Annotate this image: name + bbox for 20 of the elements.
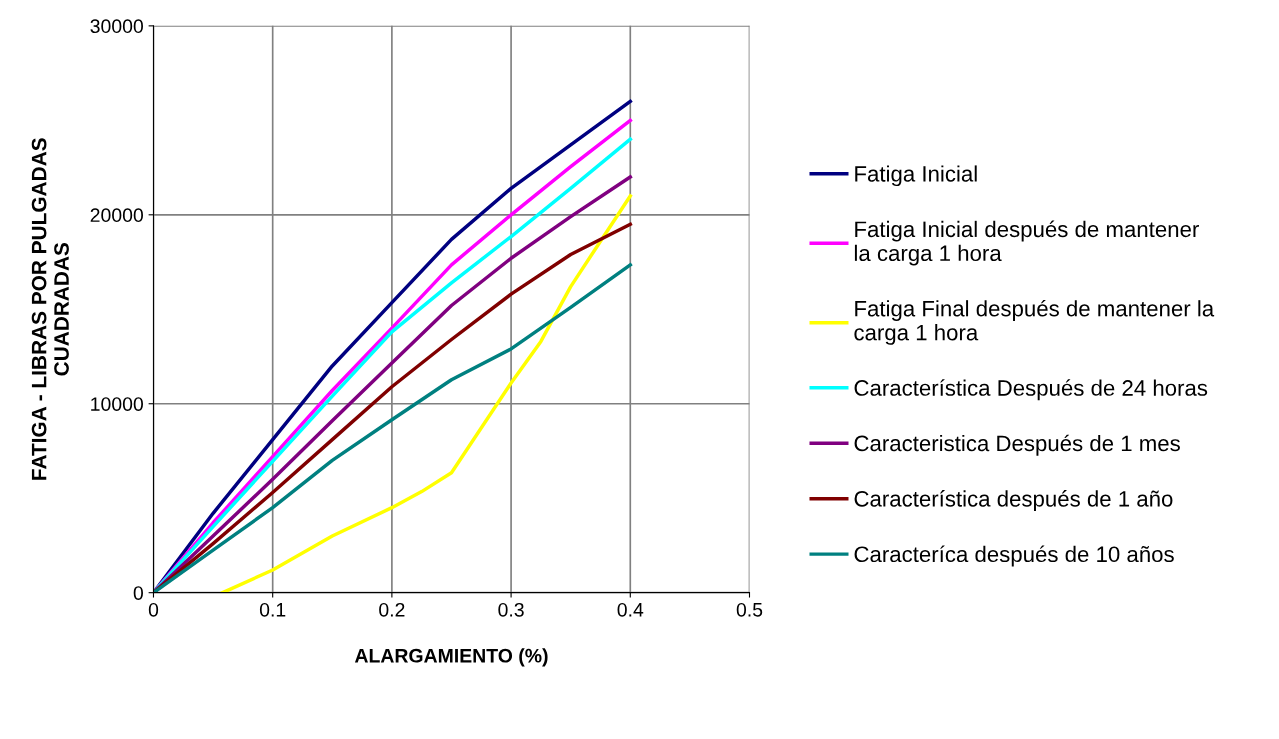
x-tick-label: 0: [148, 602, 159, 617]
y-tick-label: 20000: [90, 208, 143, 223]
x-tick-label: 0.1: [259, 602, 286, 617]
x-axis-title: ALARGAMIENTO (%): [354, 648, 548, 667]
x-tick-label: 0.2: [379, 602, 405, 617]
legend-label: Fatiga Inicial: [855, 165, 977, 187]
legend-label: Fatiga Inicial después de mantener la carga 1 hora: [854, 220, 1199, 266]
legend-label: Fatiga Final después de mantener la carga 1 hora: [854, 299, 1215, 345]
legend-label: Característica después de 1 año: [854, 490, 1173, 512]
x-tick-label: 0.3: [498, 602, 524, 617]
y-axis-title: FATIGA - LIBRAS POR PULGADAS CUADRADAS: [31, 138, 69, 480]
y-tick-label: 30000: [90, 19, 143, 34]
y-tick-label: 10000: [91, 397, 143, 411]
legend-label: Caracteristica Después de 1 mes: [854, 434, 1180, 456]
y-tick-label: 0: [133, 586, 143, 600]
line-series: [220, 194, 633, 593]
x-tick-label: 0.4: [617, 602, 644, 617]
legend-label: Característica Después de 24 horas: [854, 379, 1208, 401]
legend-label: Caracteríca después de 10 años: [854, 545, 1174, 567]
x-tick-label: 0.5: [736, 602, 763, 617]
